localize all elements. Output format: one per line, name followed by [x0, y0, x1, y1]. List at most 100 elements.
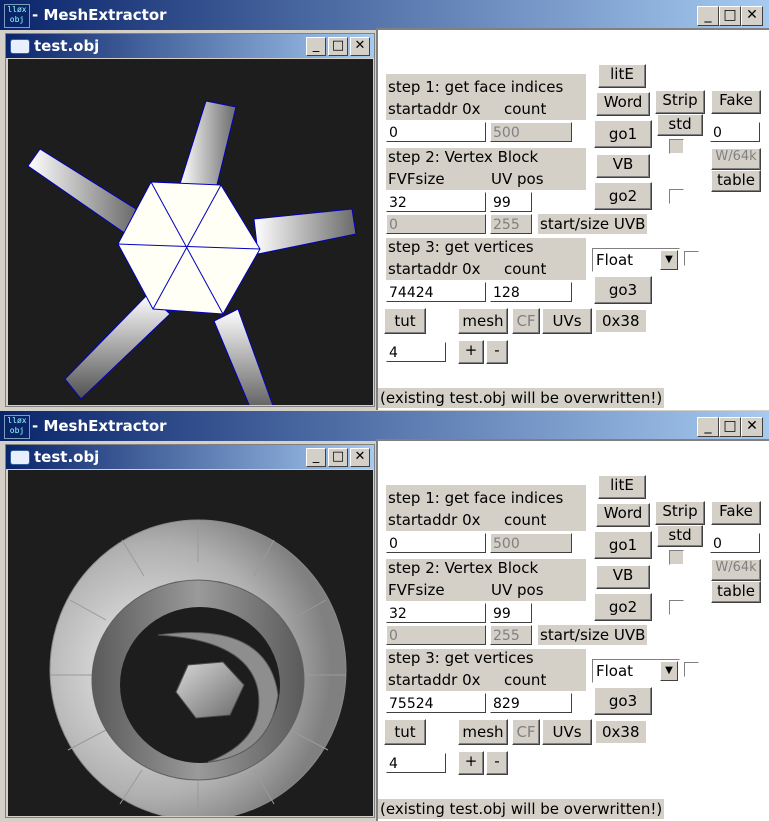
word-button[interactable]: Word [596, 503, 650, 527]
step3-label: step 3: get vertices [388, 649, 534, 667]
std-button[interactable]: std [657, 114, 703, 136]
go1-button[interactable]: go1 [594, 531, 652, 559]
lite-button[interactable]: litE [598, 64, 646, 88]
cf-button[interactable]: CF [512, 308, 540, 334]
child-close-button[interactable]: ✕ [350, 448, 370, 467]
title-bar[interactable]: lløx obj - MeshExtractor _ □ ✕ [0, 411, 769, 441]
child-close-button[interactable]: ✕ [350, 37, 370, 56]
float-checkbox[interactable] [684, 251, 699, 266]
vert-startaddr-input[interactable]: 74424 [386, 282, 486, 302]
minus-button[interactable]: - [486, 340, 508, 364]
vert-startaddr-label: startaddr 0x [388, 671, 481, 689]
uvb-size-input[interactable]: 255 [490, 214, 532, 234]
face-count-input[interactable]: 500 [490, 122, 572, 142]
lite-button[interactable]: litE [598, 475, 646, 499]
face-count-input[interactable]: 500 [490, 533, 572, 553]
uvb-start-input[interactable]: 0 [386, 214, 486, 234]
vert-startaddr-input[interactable]: 75524 [386, 693, 486, 713]
vert-count-input[interactable]: 128 [490, 282, 572, 302]
step1-group [386, 74, 586, 120]
step2-label: step 2: Vertex Block [388, 559, 539, 577]
fake-button[interactable]: Fake [711, 90, 761, 114]
type-select-value: Float [596, 251, 634, 269]
fvfsize-input[interactable]: 32 [386, 192, 486, 212]
child-minimize-button[interactable]: _ [306, 37, 326, 56]
overwrite-warning: (existing test.obj will be overwritten!) [378, 799, 665, 819]
close-button[interactable]: ✕ [741, 417, 763, 437]
cf-button[interactable]: CF [512, 719, 540, 745]
app-icon: lløx obj [4, 4, 30, 28]
3d-viewport[interactable] [8, 470, 373, 816]
type-select[interactable]: Float ▼ [592, 659, 680, 683]
fake-value-input[interactable]: 0 [710, 122, 760, 142]
fake-value-input[interactable]: 0 [710, 533, 760, 553]
vb-button[interactable]: VB [596, 565, 650, 589]
chevron-down-icon[interactable]: ▼ [660, 661, 678, 681]
torus-mesh-render [49, 519, 347, 816]
minus-button[interactable]: - [486, 751, 508, 775]
minimize-button[interactable]: _ [697, 417, 719, 437]
table-button[interactable]: table [711, 170, 761, 192]
title-bar[interactable]: lløx obj - MeshExtractor _ □ ✕ [0, 0, 769, 30]
face-count-label: count [504, 511, 547, 529]
go2-button[interactable]: go2 [594, 593, 652, 621]
w64k-button[interactable]: W/64k [711, 148, 761, 170]
step-value-input[interactable]: 4 [386, 753, 446, 773]
fvfsize-input[interactable]: 32 [386, 603, 486, 623]
uvpos-input[interactable]: 99 [490, 192, 532, 212]
face-count-label: count [504, 100, 547, 118]
child-title-bar[interactable]: test.obj _ □ ✕ [6, 445, 374, 469]
overwrite-warning: (existing test.obj will be overwritten!) [378, 388, 665, 408]
std-button[interactable]: std [657, 525, 703, 547]
child-maximize-button[interactable]: □ [328, 37, 348, 56]
step3-group [386, 238, 586, 280]
vert-count-input[interactable]: 829 [490, 693, 572, 713]
w64k-button[interactable]: W/64k [711, 559, 761, 581]
face-startaddr-input[interactable]: 0 [386, 122, 486, 142]
fake-button[interactable]: Fake [711, 501, 761, 525]
type-select-value: Float [596, 662, 634, 680]
uvpos-input[interactable]: 99 [490, 603, 532, 623]
step-value-input[interactable]: 4 [386, 342, 446, 362]
type-select[interactable]: Float ▼ [592, 248, 680, 272]
child-minimize-button[interactable]: _ [306, 448, 326, 467]
std-checkbox[interactable] [669, 550, 684, 565]
strip-button[interactable]: Strip [655, 501, 705, 525]
mesh-button[interactable]: mesh [458, 308, 508, 334]
uvb-size-input[interactable]: 255 [490, 625, 532, 645]
table-button[interactable]: table [711, 581, 761, 603]
maximize-button[interactable]: □ [719, 6, 741, 26]
maximize-button[interactable]: □ [719, 417, 741, 437]
uvb-start-input[interactable]: 0 [386, 625, 486, 645]
mesh-button[interactable]: mesh [458, 719, 508, 745]
strip-button[interactable]: Strip [655, 90, 705, 114]
go2-checkbox[interactable] [669, 600, 684, 615]
go3-button[interactable]: go3 [594, 687, 652, 715]
3d-viewport[interactable] [8, 59, 373, 405]
float-checkbox[interactable] [684, 662, 699, 677]
go2-checkbox[interactable] [669, 189, 684, 204]
app-window-1: lløx obj - MeshExtractor _ □ ✕ test.obj _… [0, 0, 769, 410]
title-prefix: - [32, 417, 44, 435]
go1-button[interactable]: go1 [594, 120, 652, 148]
window-title: MeshExtractor [43, 6, 167, 24]
face-startaddr-input[interactable]: 0 [386, 533, 486, 553]
go2-button[interactable]: go2 [594, 182, 652, 210]
uvs-button[interactable]: UVs [542, 308, 592, 334]
chevron-down-icon[interactable]: ▼ [660, 250, 678, 270]
tut-button[interactable]: tut [384, 719, 426, 745]
go3-button[interactable]: go3 [594, 276, 652, 304]
child-maximize-button[interactable]: □ [328, 448, 348, 467]
word-button[interactable]: Word [596, 92, 650, 116]
plus-button[interactable]: + [458, 340, 484, 364]
window-title: MeshExtractor [43, 417, 167, 435]
vb-button[interactable]: VB [596, 154, 650, 178]
minimize-button[interactable]: _ [697, 6, 719, 26]
plus-button[interactable]: + [458, 751, 484, 775]
std-checkbox[interactable] [669, 139, 684, 154]
child-title-bar[interactable]: test.obj _ □ ✕ [6, 34, 374, 58]
close-button[interactable]: ✕ [741, 6, 763, 26]
control-panel: step 1: get face indices startaddr 0x co… [376, 439, 769, 821]
uvs-button[interactable]: UVs [542, 719, 592, 745]
tut-button[interactable]: tut [384, 308, 426, 334]
